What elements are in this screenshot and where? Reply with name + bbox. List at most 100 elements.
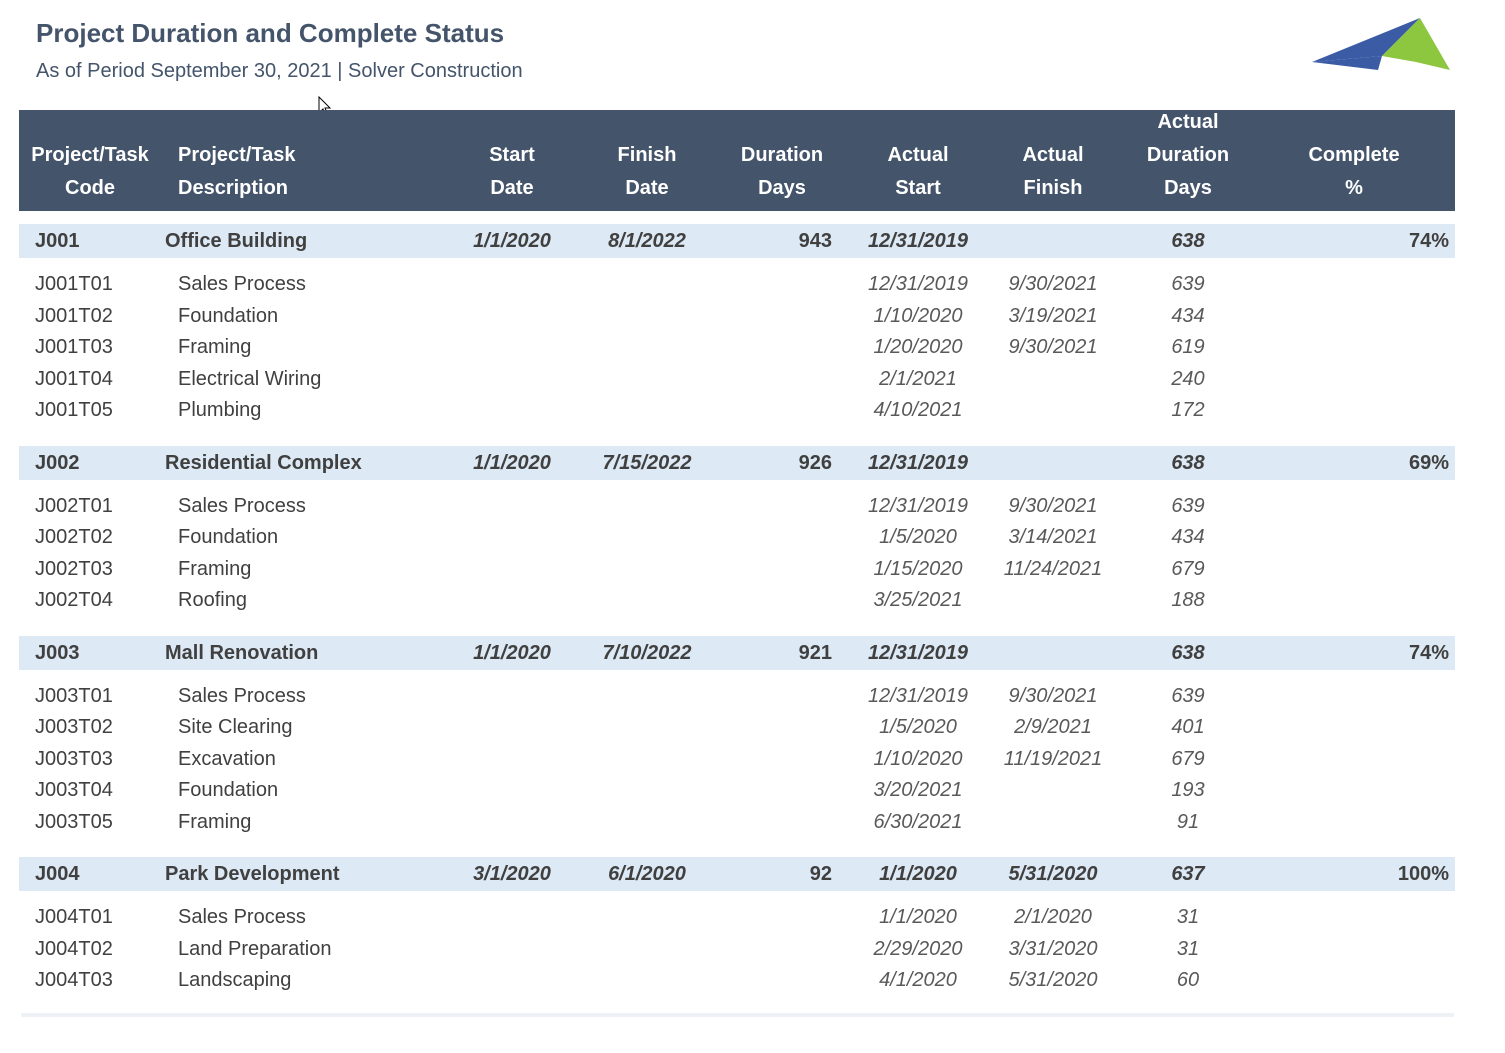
task-code: J001T03 [35,336,113,358]
task-row: J002T02 Foundation 1/5/2020 3/14/2021 43… [19,522,1455,554]
task-description: Roofing [178,589,247,611]
task-actual-start: 6/30/2021 [873,810,963,833]
task-actual-finish: 11/24/2021 [1003,557,1103,580]
col-header-start: Start Date [442,139,582,205]
task-code: J003T05 [35,810,113,833]
task-code: J004T03 [35,969,113,991]
task-row: J004T02 Land Preparation 2/29/2020 3/31/… [19,934,1455,966]
task-actual-start: 1/1/2020 [879,906,957,928]
task-actual-duration: 172 [1171,399,1205,421]
task-code: J002T02 [35,526,113,548]
task-actual-duration: 31 [1176,937,1200,960]
task-actual-duration: 679 [1171,557,1205,580]
task-actual-duration: 434 [1171,304,1205,327]
table-bottom-border [21,1013,1454,1017]
task-actual-duration: 60 [1176,969,1200,991]
project-actual-finish: 5/31/2020 [1008,863,1098,885]
project-complete-pct: 74% [1408,641,1449,664]
task-code: J004T01 [35,906,113,928]
task-actual-start: 12/31/2019 [867,684,969,707]
col-header-line: Actual [1157,111,1219,133]
task-description: Framing [178,810,252,833]
task-actual-duration: 188 [1171,589,1205,611]
project-start-date: 1/1/2020 [473,230,551,252]
col-header-line: Duration [740,144,824,166]
col-header-actual-duration: Actual Duration Days [1118,106,1258,205]
task-row: J004T03 Landscaping 4/1/2020 5/31/2020 6… [19,965,1455,997]
col-header-line: Finish [617,144,677,166]
col-header-desc: Project/Task Description [178,139,295,205]
task-code: J002T03 [35,557,113,580]
task-code: J001T02 [35,304,113,327]
task-actual-duration: 401 [1171,716,1205,738]
task-actual-start: 4/1/2020 [879,969,957,991]
project-row: J003 Mall Renovation 1/1/2020 7/10/2022 … [19,635,1455,670]
task-actual-start: 1/5/2020 [879,716,957,738]
project-row: J001 Office Building 1/1/2020 8/1/2022 9… [19,224,1455,258]
col-header-line: Start [895,177,941,199]
task-row: J003T01 Sales Process 12/31/2019 9/30/20… [19,681,1455,713]
project-actual-duration: 638 [1171,230,1205,252]
project-start-date: 1/1/2020 [473,451,551,474]
task-row: J003T05 Framing 6/30/2021 91 [19,807,1455,839]
task-actual-start: 12/31/2019 [867,494,969,517]
task-actual-duration: 639 [1171,684,1205,707]
col-header-complete: Complete % [1284,139,1424,205]
project-actual-duration: 637 [1171,863,1205,885]
col-header-line: Project/Task [31,144,149,166]
task-description: Sales Process [178,494,306,517]
task-actual-duration: 619 [1171,336,1205,358]
project-duration-days: 921 [798,641,832,664]
project-description: Office Building [165,230,308,252]
solver-logo-icon [1312,18,1450,70]
page-subtitle: As of Period September 30, 2021 | Solver… [36,60,523,82]
task-code: J001T01 [35,273,113,295]
project-complete-pct: 69% [1408,451,1449,474]
col-header-finish: Finish Date [577,139,717,205]
task-row: J003T02 Site Clearing 1/5/2020 2/9/2021 … [19,712,1455,744]
task-actual-finish: 9/30/2021 [1008,494,1098,517]
col-header-actual-finish: Actual Finish [983,139,1123,205]
task-actual-finish: 2/9/2021 [1014,716,1092,738]
task-actual-duration: 679 [1171,747,1205,770]
task-actual-start: 1/15/2020 [873,557,963,580]
task-actual-start: 3/20/2021 [873,779,963,801]
task-description: Framing [178,336,252,358]
col-header-line: Date [490,177,534,199]
task-description: Excavation [178,747,276,770]
task-description: Plumbing [178,399,262,421]
task-actual-start: 12/31/2019 [867,273,969,295]
col-header-line: Days [758,177,806,199]
task-row: J001T02 Foundation 1/10/2020 3/19/2021 4… [19,301,1455,333]
project-description: Mall Renovation [165,641,319,664]
project-duration-days: 943 [798,230,832,252]
task-description: Sales Process [178,684,306,707]
col-header-code: Project/Task Code [25,139,155,205]
task-row: J003T03 Excavation 1/10/2020 11/19/2021 … [19,744,1455,776]
project-start-date: 3/1/2020 [473,863,551,885]
task-description: Sales Process [178,906,306,928]
task-code: J002T04 [35,589,113,611]
task-row: J001T03 Framing 1/20/2020 9/30/2021 619 [19,332,1455,364]
task-description: Site Clearing [178,716,293,738]
task-actual-start: 2/1/2021 [879,367,957,390]
task-code: J003T04 [35,779,113,801]
project-actual-duration: 638 [1171,641,1205,664]
task-description: Foundation [178,526,279,548]
col-header-line: Start [489,144,535,166]
project-row: J002 Residential Complex 1/1/2020 7/15/2… [19,445,1455,480]
task-actual-start: 2/29/2020 [873,937,963,960]
project-code: J001 [35,230,80,252]
col-header-line: Duration [1146,144,1230,166]
col-header-line: Finish [1023,177,1083,199]
project-finish-date: 7/10/2022 [602,641,692,664]
col-header-line: Description [178,177,289,199]
task-actual-finish: 11/19/2021 [1003,747,1103,770]
task-code: J001T04 [35,367,113,390]
task-actual-duration: 434 [1171,526,1205,548]
col-header-line: Complete [1308,144,1400,166]
project-code: J004 [35,863,80,885]
project-description: Residential Complex [165,451,362,474]
task-row: J001T04 Electrical Wiring 2/1/2021 240 [19,364,1455,396]
project-actual-start: 12/31/2019 [867,641,969,664]
